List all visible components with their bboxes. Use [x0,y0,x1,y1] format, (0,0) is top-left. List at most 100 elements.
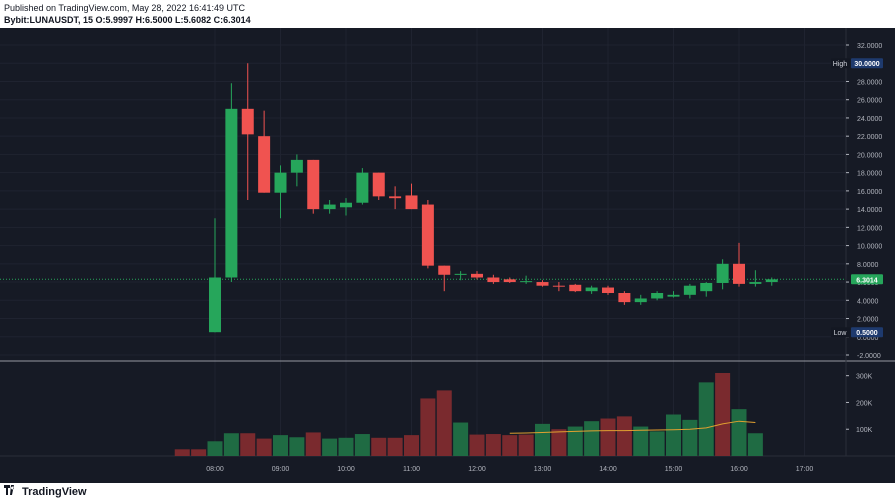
x-tick-label: 08:00 [206,466,224,473]
volume-bar-up [682,419,698,456]
candle-up [323,204,336,210]
volume-bar-up [273,435,288,456]
candle-down [421,204,434,266]
candle-up [667,294,680,297]
volume-bar-up [666,414,681,456]
candle-up [225,108,238,278]
volume-bar-down [371,437,387,456]
candle-down [405,195,418,210]
volume-bar-up [649,431,665,456]
candle-down [552,285,565,287]
y-tick-label: 20.0000 [857,152,882,159]
chart-area[interactable]: 32.0000 30.0000 28.0000 26.0000 24.0000 22.00… [0,28,895,483]
y-tick-label: 24.0000 [857,116,882,123]
candle-down [471,273,483,278]
volume-bar-up [747,433,763,456]
x-tick-label: 15:00 [665,466,683,473]
symbol-ohlc-legend[interactable]: Bybit:LUNAUSDT, 15 O:5.9997 H:6.5000 L:5… [4,15,251,25]
published-caption: Published on TradingView.com, May 28, 20… [4,3,245,13]
x-tick-label: 13:00 [534,466,552,473]
y-tick-label: 18.0000 [857,171,882,178]
candle-up [765,279,778,283]
volume-bar-down [305,432,321,456]
candle-up [683,285,696,295]
candle-up [274,172,287,193]
candle-up [290,159,303,173]
x-tick-label: 10:00 [337,466,355,473]
volume-bar-up [731,409,747,456]
high-marker-label-bg [831,58,850,69]
volume-bar-down [469,434,485,456]
volume-bar-down [551,429,567,456]
tradingview-logo-text: TradingView [22,486,87,498]
volume-tick-label: 100K [856,427,873,434]
volume-bar-up [289,437,305,456]
candle-down [602,287,614,293]
x-tick-label: 16:00 [730,466,748,473]
candle-up [520,281,533,283]
volume-bar-down [485,434,501,456]
candle-up [651,293,664,299]
volume-bar-down [715,373,731,456]
volume-bar-up [698,382,714,456]
volume-ma-line [509,420,756,434]
last-price-value: 6.3014 [856,277,878,284]
low-marker-value: 0.5000 [856,330,878,337]
y-tick-label: 12.0000 [857,225,882,232]
volume-tick-label: 300K [856,374,873,381]
volume-bar-up [535,423,550,456]
volume-bar-up [207,441,223,456]
high-marker-value-bg [851,58,883,69]
candle-down [733,263,745,284]
y-tick-label: 10.0000 [857,244,882,251]
volume-bar-down [387,437,403,456]
candle-up [716,263,729,283]
y-tick-label: 0.0000 [857,335,879,342]
y-tick-label: 22.0000 [857,134,882,141]
volume-bar-down [404,435,419,456]
candle-up [454,273,467,275]
footer: TradingView [0,483,895,501]
volume-bar-down [600,418,616,456]
y-tick-label: 26.0000 [857,98,882,105]
tradingview-logo[interactable]: TradingView [4,485,87,498]
volume-bar-down [436,390,452,456]
volume-bar-up [354,434,370,456]
candlestick-chart[interactable]: 32.0000 30.0000 28.0000 26.0000 24.0000 22.00… [0,28,895,483]
candle-down [258,136,271,193]
low-marker-label-bg [831,327,850,338]
candle-up [356,172,369,203]
x-tick-label: 12:00 [468,466,486,473]
y-tick-label: 32.0000 [857,43,882,50]
candle-down [372,172,385,197]
candle-down [389,196,402,199]
low-marker-label: Low [834,330,848,337]
y-tick-label: 2.0000 [857,317,879,324]
x-tick-label: 09:00 [272,466,290,473]
candle-up [749,282,762,284]
volume-bar-up [322,438,338,456]
volume-bar-down [420,398,436,456]
volume-bar-up [453,422,469,456]
y-tick-label: 16.0000 [857,189,882,196]
candle-up [700,282,713,292]
volume-bar-up [633,426,649,456]
y-tick-label: -2.0000 [857,353,881,360]
candle-up [340,202,352,208]
candle-up [634,298,647,303]
high-marker-value: 30.0000 [854,61,879,68]
volume-bar-down [174,449,190,456]
y-tick-label: 8.0000 [857,262,879,269]
volume-bar-up [584,421,600,456]
volume-bar-up [567,426,583,456]
volume-bar-down [616,416,632,456]
y-tick-label: 4.0000 [857,298,879,305]
x-tick-label: 14:00 [599,466,617,473]
volume-bar-down [240,433,256,456]
last-price-value-bg [851,274,883,285]
candle-down [503,279,516,283]
candle-down [618,293,631,303]
volume-tick-label: 200K [856,400,873,407]
candle-down [569,284,582,292]
